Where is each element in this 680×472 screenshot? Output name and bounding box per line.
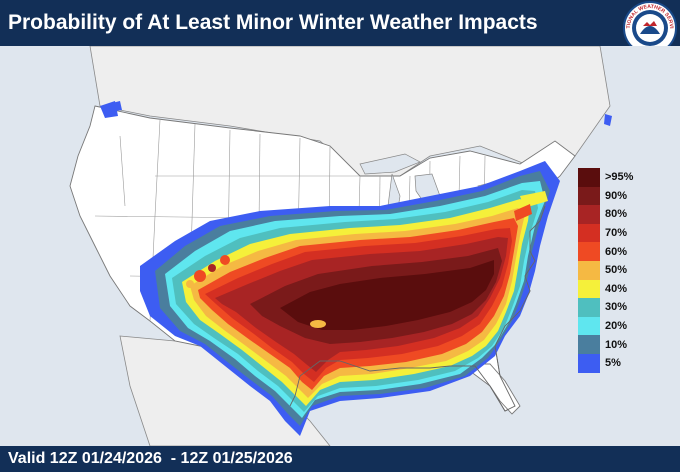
- canada-land: [89, 46, 611, 177]
- legend-swatch: [578, 223, 600, 243]
- legend-item: 90%: [578, 186, 633, 206]
- legend-item: >95%: [578, 168, 633, 187]
- legend-swatch: [578, 242, 600, 261]
- band-95: [280, 260, 494, 330]
- legend-swatch: [578, 168, 600, 187]
- nws-logo-icon: NATIONAL WEATHER SERVICE: [622, 0, 677, 55]
- legend-label: 30%: [605, 301, 628, 314]
- legend-swatch: [578, 353, 600, 373]
- footer-bar: Valid 12Z 01/24/2026 - 12Z 01/25/2026: [0, 446, 680, 472]
- legend-swatch: [578, 205, 600, 224]
- header-bar: Probability of At Least Minor Winter Wea…: [0, 0, 680, 46]
- legend-item: 40%: [578, 279, 633, 299]
- map-area[interactable]: [0, 46, 680, 446]
- legend-label: 10%: [605, 338, 628, 351]
- legend-swatch: [578, 298, 600, 317]
- legend-swatch: [578, 260, 600, 280]
- legend-item: 70%: [578, 223, 633, 243]
- legend-swatch: [578, 186, 600, 206]
- legend-label: 80%: [605, 208, 628, 221]
- legend-item: 30%: [578, 298, 633, 317]
- legend-label: 5%: [605, 357, 621, 370]
- legend-label: >95%: [605, 171, 634, 184]
- legend-item: 5%: [578, 353, 633, 373]
- valid-time-text: Valid 12Z 01/24/2026 - 12Z 01/25/2026: [8, 450, 293, 467]
- legend-label: 40%: [605, 282, 628, 295]
- band-5-ne: [604, 114, 612, 126]
- legend-swatch: [578, 279, 600, 299]
- us-coastline: [289, 205, 546, 412]
- probability-bands: [100, 101, 612, 436]
- band-ne-yellow: [520, 191, 548, 208]
- band-5-nw: [108, 101, 122, 112]
- legend-swatch: [578, 316, 600, 336]
- legend-item: 10%: [578, 335, 633, 354]
- legend-label: 50%: [605, 264, 628, 277]
- legend-label: 20%: [605, 320, 628, 333]
- legend-label: 90%: [605, 189, 628, 202]
- legend-item: 60%: [578, 242, 633, 261]
- florida-land: [454, 363, 521, 415]
- probability-map: [0, 46, 680, 446]
- legend-item: 50%: [578, 260, 633, 280]
- band-50-spot: [310, 320, 326, 328]
- legend: >95% 90% 80% 70% 60% 50% 40% 30% 20% 10%…: [578, 168, 633, 373]
- legend-swatch: [578, 335, 600, 354]
- band-ne-orange: [514, 204, 532, 221]
- legend-item: 80%: [578, 205, 633, 224]
- legend-item: 20%: [578, 316, 633, 336]
- legend-label: 60%: [605, 245, 628, 258]
- legend-label: 70%: [605, 227, 628, 240]
- map-title: Probability of At Least Minor Winter Wea…: [8, 11, 538, 34]
